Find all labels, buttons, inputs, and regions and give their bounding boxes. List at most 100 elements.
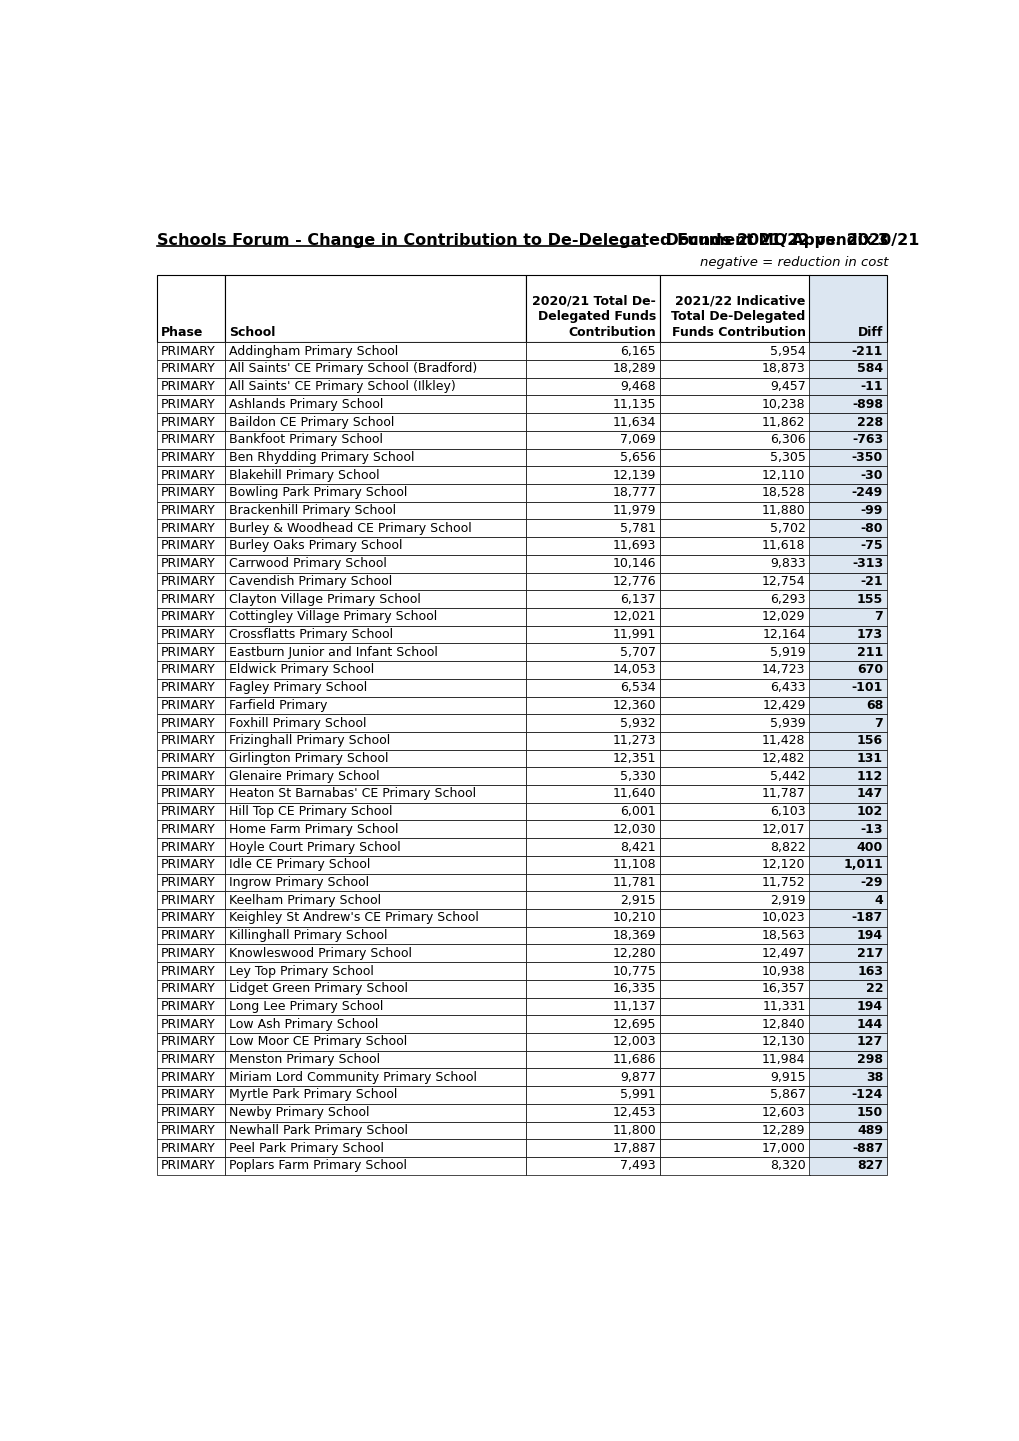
- Text: Phase: Phase: [161, 326, 203, 339]
- Text: 5,919: 5,919: [769, 646, 805, 659]
- Bar: [157, 467, 225, 484]
- Text: 7: 7: [873, 611, 882, 624]
- Text: 12,776: 12,776: [611, 575, 655, 588]
- Bar: [659, 1140, 809, 1157]
- Text: PRIMARY: PRIMARY: [161, 522, 215, 535]
- Bar: [157, 608, 225, 625]
- Bar: [157, 963, 225, 980]
- Text: PRIMARY: PRIMARY: [161, 929, 215, 942]
- Bar: [809, 448, 887, 467]
- Bar: [526, 555, 659, 572]
- Bar: [809, 608, 887, 625]
- Bar: [157, 519, 225, 537]
- Bar: [225, 1050, 526, 1068]
- Text: Bowling Park Primary School: Bowling Park Primary School: [229, 487, 407, 500]
- Text: 11,781: 11,781: [611, 876, 655, 889]
- Text: -211: -211: [851, 344, 882, 357]
- Bar: [809, 997, 887, 1016]
- Bar: [809, 467, 887, 484]
- Text: Long Lee Primary School: Long Lee Primary School: [229, 1000, 383, 1013]
- Bar: [809, 839, 887, 856]
- Text: 131: 131: [856, 752, 882, 765]
- Text: Home Farm Primary School: Home Farm Primary School: [229, 823, 398, 836]
- Bar: [809, 696, 887, 715]
- Text: 5,442: 5,442: [769, 769, 805, 782]
- Bar: [809, 501, 887, 519]
- Bar: [659, 519, 809, 537]
- Bar: [659, 696, 809, 715]
- Bar: [809, 378, 887, 395]
- Text: 298: 298: [856, 1053, 882, 1066]
- Text: Cottingley Village Primary School: Cottingley Village Primary School: [229, 611, 437, 624]
- Bar: [157, 343, 225, 360]
- Bar: [157, 1140, 225, 1157]
- Text: 2020/21 Total De-
Delegated Funds
Contribution: 2020/21 Total De- Delegated Funds Contri…: [532, 294, 655, 339]
- Text: Low Ash Primary School: Low Ash Primary School: [229, 1017, 378, 1030]
- Bar: [225, 395, 526, 414]
- Text: 127: 127: [856, 1036, 882, 1049]
- Bar: [157, 643, 225, 661]
- Bar: [809, 980, 887, 997]
- Text: Miriam Lord Community Primary School: Miriam Lord Community Primary School: [229, 1071, 477, 1084]
- Text: PRIMARY: PRIMARY: [161, 434, 215, 447]
- Bar: [157, 1157, 225, 1174]
- Bar: [659, 820, 809, 839]
- Bar: [526, 820, 659, 839]
- Bar: [809, 1016, 887, 1033]
- Text: 5,939: 5,939: [769, 716, 805, 729]
- Text: Addingham Primary School: Addingham Primary School: [229, 344, 397, 357]
- Bar: [157, 378, 225, 395]
- Text: PRIMARY: PRIMARY: [161, 823, 215, 836]
- Text: 18,289: 18,289: [611, 362, 655, 376]
- Bar: [225, 768, 526, 785]
- Text: 11,984: 11,984: [761, 1053, 805, 1066]
- Bar: [526, 732, 659, 749]
- Text: PRIMARY: PRIMARY: [161, 1071, 215, 1084]
- Text: 144: 144: [856, 1017, 882, 1030]
- Bar: [809, 927, 887, 944]
- Bar: [225, 715, 526, 732]
- Bar: [659, 1121, 809, 1140]
- Bar: [225, 537, 526, 555]
- Text: 9,468: 9,468: [620, 380, 655, 393]
- Bar: [225, 785, 526, 803]
- Bar: [157, 997, 225, 1016]
- Bar: [659, 803, 809, 820]
- Text: PRIMARY: PRIMARY: [161, 451, 215, 464]
- Text: PRIMARY: PRIMARY: [161, 682, 215, 695]
- Text: 1,011: 1,011: [843, 859, 882, 872]
- Text: -21: -21: [860, 575, 882, 588]
- Bar: [659, 643, 809, 661]
- Text: 11,108: 11,108: [611, 859, 655, 872]
- Text: 12,280: 12,280: [611, 947, 655, 960]
- Bar: [809, 803, 887, 820]
- Bar: [157, 785, 225, 803]
- Text: Fagley Primary School: Fagley Primary School: [229, 682, 367, 695]
- Bar: [659, 537, 809, 555]
- Text: 9,833: 9,833: [769, 558, 805, 571]
- Text: 11,428: 11,428: [761, 735, 805, 748]
- Text: 12,497: 12,497: [761, 947, 805, 960]
- Bar: [659, 980, 809, 997]
- Bar: [225, 572, 526, 591]
- Text: 18,563: 18,563: [761, 929, 805, 942]
- Text: 12,351: 12,351: [612, 752, 655, 765]
- Bar: [659, 360, 809, 378]
- Text: 5,954: 5,954: [769, 344, 805, 357]
- Text: 6,001: 6,001: [620, 806, 655, 818]
- Text: 5,702: 5,702: [769, 522, 805, 535]
- Bar: [809, 591, 887, 608]
- Bar: [526, 1087, 659, 1104]
- Bar: [659, 997, 809, 1016]
- Text: Knowleswood Primary School: Knowleswood Primary School: [229, 947, 412, 960]
- Text: 12,110: 12,110: [761, 468, 805, 481]
- Bar: [526, 360, 659, 378]
- Bar: [526, 696, 659, 715]
- Bar: [157, 873, 225, 892]
- Text: Baildon CE Primary School: Baildon CE Primary School: [229, 415, 394, 428]
- Bar: [659, 679, 809, 696]
- Bar: [526, 980, 659, 997]
- Bar: [225, 820, 526, 839]
- Bar: [809, 343, 887, 360]
- Text: PRIMARY: PRIMARY: [161, 806, 215, 818]
